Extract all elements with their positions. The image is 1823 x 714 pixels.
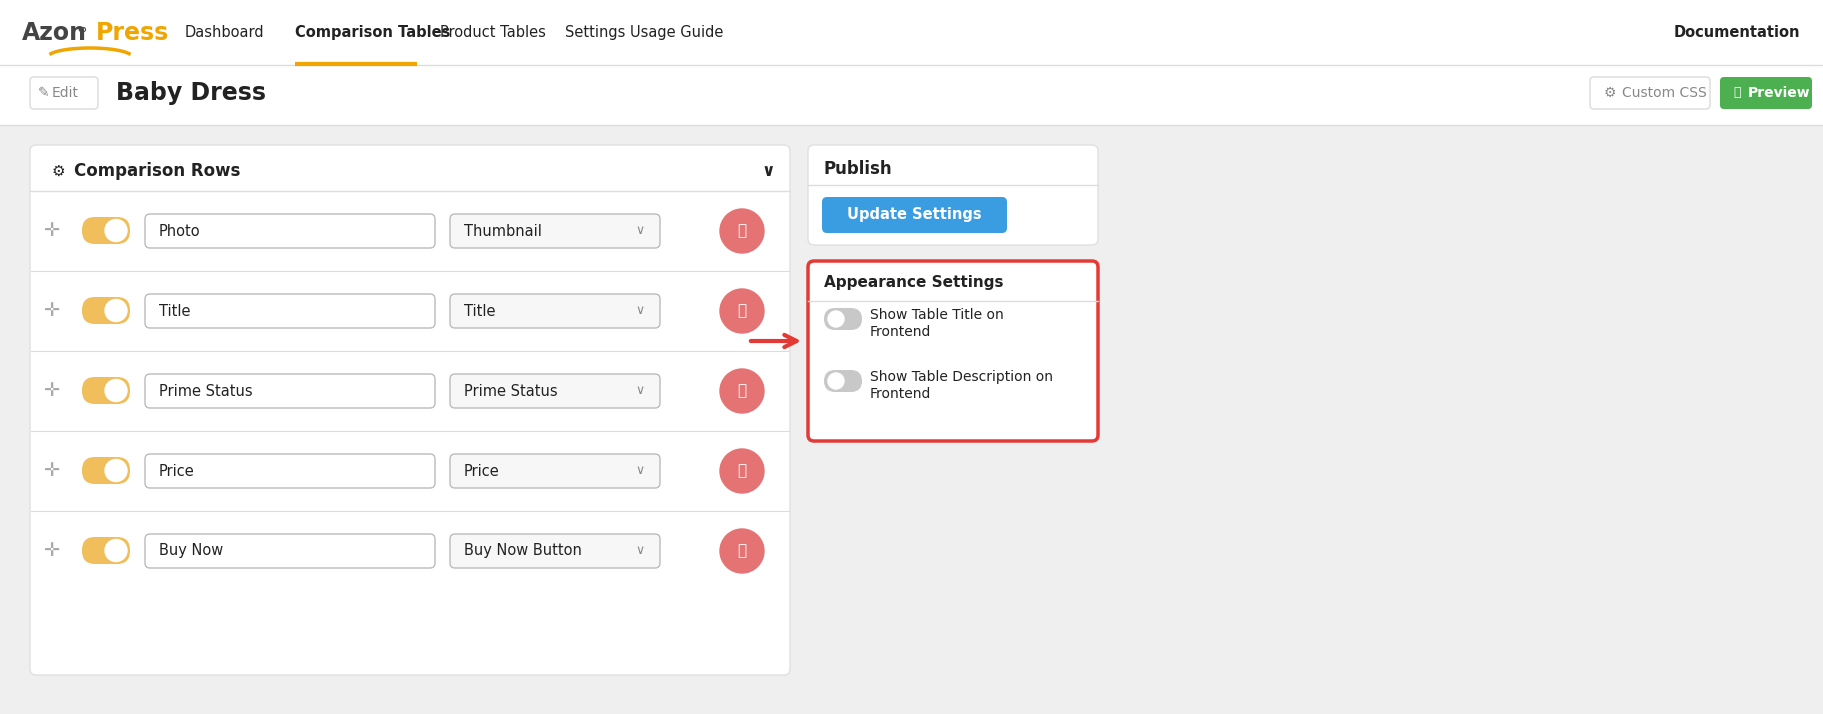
Bar xyxy=(0,65,1823,125)
FancyBboxPatch shape xyxy=(144,294,434,328)
Text: Title: Title xyxy=(463,303,496,318)
FancyBboxPatch shape xyxy=(144,374,434,408)
Text: ∨: ∨ xyxy=(634,465,644,478)
Text: Show Table Title on: Show Table Title on xyxy=(870,308,1003,322)
Text: ✛: ✛ xyxy=(44,541,60,560)
FancyBboxPatch shape xyxy=(824,308,862,330)
Text: Publish: Publish xyxy=(824,160,891,178)
Circle shape xyxy=(106,540,128,561)
Text: ✎: ✎ xyxy=(38,86,49,100)
Circle shape xyxy=(106,219,128,241)
Circle shape xyxy=(106,380,128,401)
Text: ✛: ✛ xyxy=(44,381,60,401)
FancyBboxPatch shape xyxy=(1590,77,1708,109)
Circle shape xyxy=(720,289,764,333)
Circle shape xyxy=(828,311,844,327)
FancyBboxPatch shape xyxy=(29,145,789,675)
Text: Usage Guide: Usage Guide xyxy=(629,25,724,40)
Text: Product Tables: Product Tables xyxy=(439,25,545,40)
Text: ✛: ✛ xyxy=(44,301,60,321)
FancyBboxPatch shape xyxy=(450,534,660,568)
Text: 🗑: 🗑 xyxy=(736,223,746,238)
Text: ∨: ∨ xyxy=(760,162,775,180)
Text: Documentation: Documentation xyxy=(1672,25,1799,40)
Text: Baby Dress: Baby Dress xyxy=(117,81,266,105)
FancyBboxPatch shape xyxy=(144,534,434,568)
Circle shape xyxy=(720,529,764,573)
Text: 🗑: 🗑 xyxy=(736,303,746,318)
FancyBboxPatch shape xyxy=(82,217,129,244)
Circle shape xyxy=(106,299,128,321)
FancyBboxPatch shape xyxy=(450,214,660,248)
Text: Dashboard: Dashboard xyxy=(184,25,264,40)
Text: Comparison Tables: Comparison Tables xyxy=(295,25,450,40)
FancyBboxPatch shape xyxy=(450,294,660,328)
Text: Azon: Azon xyxy=(22,21,88,44)
FancyBboxPatch shape xyxy=(450,374,660,408)
Circle shape xyxy=(720,209,764,253)
Text: Prime Status: Prime Status xyxy=(463,383,558,398)
Text: ⚙: ⚙ xyxy=(1602,86,1615,100)
Bar xyxy=(0,0,1823,65)
Text: Preview: Preview xyxy=(1746,86,1810,100)
FancyBboxPatch shape xyxy=(1719,77,1810,109)
FancyBboxPatch shape xyxy=(82,297,129,324)
FancyBboxPatch shape xyxy=(82,537,129,564)
Circle shape xyxy=(106,460,128,481)
Text: Edit: Edit xyxy=(53,86,78,100)
Text: Prime Status: Prime Status xyxy=(159,383,253,398)
Text: Price: Price xyxy=(159,463,195,478)
Text: Photo: Photo xyxy=(159,223,201,238)
Text: 👁: 👁 xyxy=(1732,86,1739,99)
Text: Buy Now: Buy Now xyxy=(159,543,222,558)
Text: ∨: ∨ xyxy=(634,224,644,238)
Text: Price: Price xyxy=(463,463,500,478)
FancyBboxPatch shape xyxy=(824,370,862,392)
FancyBboxPatch shape xyxy=(822,197,1006,233)
Text: Appearance Settings: Appearance Settings xyxy=(824,276,1003,291)
FancyBboxPatch shape xyxy=(82,457,129,484)
FancyBboxPatch shape xyxy=(144,214,434,248)
Text: ∨: ∨ xyxy=(634,545,644,558)
Text: 🗑: 🗑 xyxy=(736,543,746,558)
Text: Press: Press xyxy=(97,21,170,44)
Text: Custom CSS: Custom CSS xyxy=(1621,86,1706,100)
Text: Buy Now Button: Buy Now Button xyxy=(463,543,582,558)
Text: Thumbnail: Thumbnail xyxy=(463,223,541,238)
FancyBboxPatch shape xyxy=(450,454,660,488)
Text: Show Table Description on: Show Table Description on xyxy=(870,370,1052,384)
Circle shape xyxy=(720,369,764,413)
FancyBboxPatch shape xyxy=(808,261,1097,441)
Text: Frontend: Frontend xyxy=(870,325,932,339)
Text: Title: Title xyxy=(159,303,190,318)
FancyBboxPatch shape xyxy=(29,77,98,109)
Text: Comparison Rows: Comparison Rows xyxy=(75,162,241,180)
Text: Frontend: Frontend xyxy=(870,387,932,401)
Circle shape xyxy=(720,449,764,493)
Text: Settings: Settings xyxy=(565,25,625,40)
Text: ∨: ∨ xyxy=(634,304,644,318)
FancyBboxPatch shape xyxy=(144,454,434,488)
FancyBboxPatch shape xyxy=(808,145,1097,245)
Text: Update Settings: Update Settings xyxy=(846,208,981,223)
Text: ✛: ✛ xyxy=(44,221,60,241)
Text: ✛: ✛ xyxy=(44,461,60,481)
Text: 🗑: 🗑 xyxy=(736,463,746,478)
FancyBboxPatch shape xyxy=(82,377,129,404)
Text: ∨: ∨ xyxy=(634,385,644,398)
Circle shape xyxy=(828,373,844,389)
Text: ⚙: ⚙ xyxy=(53,164,66,178)
Text: ⚭: ⚭ xyxy=(75,23,88,38)
Text: 🗑: 🗑 xyxy=(736,383,746,398)
